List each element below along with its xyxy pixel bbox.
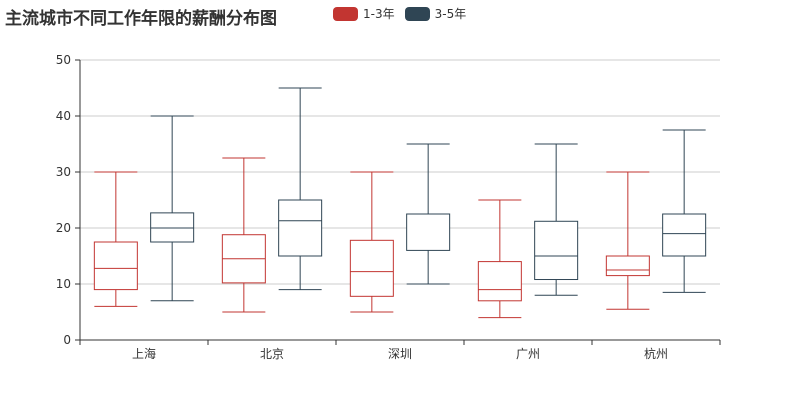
legend-item-series-1[interactable]: 1-3年	[333, 5, 395, 22]
y-tick-label: 10	[56, 277, 71, 291]
box-body	[477, 261, 522, 302]
box-body	[406, 213, 451, 251]
y-tick-label: 50	[56, 53, 71, 67]
box-body	[278, 199, 323, 257]
box-body	[349, 239, 394, 297]
legend: 1-3年 3-5年	[333, 5, 466, 22]
box-body	[605, 255, 650, 277]
x-tick-label: 广州	[516, 347, 540, 361]
legend-swatch-series-2	[404, 6, 430, 21]
box-body	[150, 212, 195, 243]
legend-swatch-series-1	[333, 6, 358, 21]
chart-title: 主流城市不同工作年限的薪酬分布图	[5, 9, 277, 29]
x-tick-label: 上海	[132, 346, 156, 361]
x-tick-label: 北京	[260, 347, 284, 361]
y-tick-label: 20	[56, 221, 71, 235]
legend-item-series-2[interactable]: 3-5年	[404, 5, 467, 22]
y-tick-label: 0	[63, 333, 71, 347]
x-tick-label: 深圳	[388, 347, 412, 361]
box-body	[534, 220, 579, 281]
legend-label-series-2: 3-5年	[434, 7, 467, 21]
y-tick-label: 40	[56, 109, 71, 123]
box-body	[662, 213, 707, 257]
y-tick-label: 30	[56, 165, 71, 179]
x-tick-label: 杭州	[644, 346, 668, 361]
box-body	[93, 241, 138, 291]
legend-label-series-1: 1-3年	[363, 7, 395, 21]
